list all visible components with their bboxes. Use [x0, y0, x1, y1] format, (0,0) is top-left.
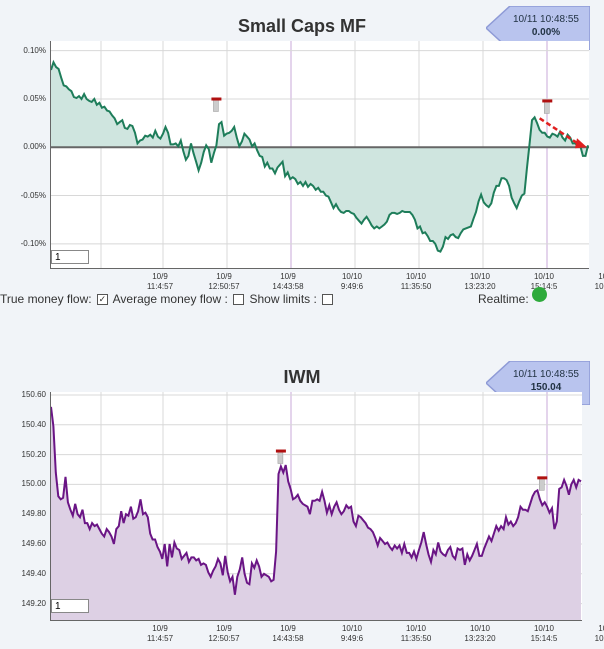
- x-tick-label: 10/10 9:49:6: [340, 624, 364, 643]
- x-tick-label: 10/10 11:35:50: [400, 624, 432, 643]
- series-area: [51, 406, 581, 620]
- realtime-status-dot[interactable]: [532, 287, 547, 302]
- x-tick-label: 10/10 13:23:20: [464, 624, 496, 643]
- true-money-flow-checkbox[interactable]: ✓: [96, 294, 108, 306]
- x-tick-label: 10/10 15:14:5: [530, 272, 558, 291]
- y-tick-label: 0.00%: [23, 142, 46, 152]
- show-limits-checkbox[interactable]: [322, 294, 334, 306]
- x-tick-label: 10/9 11:4:57: [146, 624, 174, 643]
- y-tick-label: 150.40: [21, 419, 46, 429]
- y-tick-label: 0.05%: [23, 93, 46, 103]
- period-input[interactable]: 1: [51, 599, 89, 613]
- flag-marker-icon: [542, 99, 553, 114]
- y-tick-label: 150.00: [21, 479, 46, 489]
- series-line: [51, 59, 589, 253]
- chart-title: IWM: [283, 367, 321, 387]
- y-tick-label: 0.10%: [23, 45, 46, 55]
- average-money-flow-checkbox[interactable]: [233, 294, 245, 306]
- y-tick-label: 149.60: [21, 539, 46, 548]
- flag-marker-icon: [537, 476, 548, 491]
- y-tick-label: 149.40: [21, 568, 46, 578]
- y-tick-label: -0.05%: [20, 190, 46, 200]
- x-tick-label: 10/10 15:14:5: [530, 624, 558, 643]
- badge-value: 150.04: [530, 382, 562, 393]
- y-tick-label: 150.20: [21, 449, 46, 459]
- y-tick-label: 149.80: [21, 509, 46, 519]
- realtime-label: Realtime:: [478, 292, 529, 306]
- x-tick-label: 10/11 10:21:3: [594, 272, 604, 291]
- x-tick-label: 10/10 13:23:20: [464, 272, 496, 291]
- x-tick-label: 10/9 14:43:58: [272, 272, 304, 291]
- x-tick-label: 10/9 12:50:57: [208, 272, 240, 291]
- flag-marker-icon: [275, 449, 286, 464]
- badge-time: 10/11 10:48:55: [513, 14, 579, 25]
- trend-arrow-head-icon: [575, 138, 587, 149]
- x-tick-label: 10/10 9:49:6: [340, 272, 364, 291]
- series-area: [51, 62, 588, 252]
- average-money-flow-label: Average money flow :: [112, 292, 228, 306]
- iwm-plot[interactable]: [50, 392, 582, 621]
- badge-time: 10/11 10:48:55: [513, 369, 579, 380]
- y-tick-label: 149.20: [21, 598, 46, 608]
- badge-value: 0.00%: [531, 27, 561, 38]
- period-input[interactable]: 1: [51, 250, 89, 264]
- money-flow-controls: True money flow: ✓ Average money flow : …: [0, 292, 335, 306]
- y-tick-label: -0.10%: [20, 238, 46, 248]
- x-tick-label: 10/11 10:21:3: [594, 624, 604, 643]
- chart-title: Small Caps MF: [237, 16, 367, 36]
- x-tick-label: 10/9 12:50:57: [208, 624, 240, 643]
- small-caps-plot[interactable]: [50, 41, 589, 269]
- flag-marker-icon: [211, 97, 222, 112]
- x-tick-label: 10/10 11:35:50: [400, 272, 432, 291]
- show-limits-label: Show limits :: [249, 292, 317, 306]
- x-tick-label: 10/9 14:43:58: [272, 624, 304, 643]
- y-tick-label: 150.60: [21, 389, 46, 399]
- x-tick-label: 10/9 11:4:57: [146, 272, 174, 291]
- series-line: [51, 406, 582, 595]
- true-money-flow-label: True money flow:: [0, 292, 92, 306]
